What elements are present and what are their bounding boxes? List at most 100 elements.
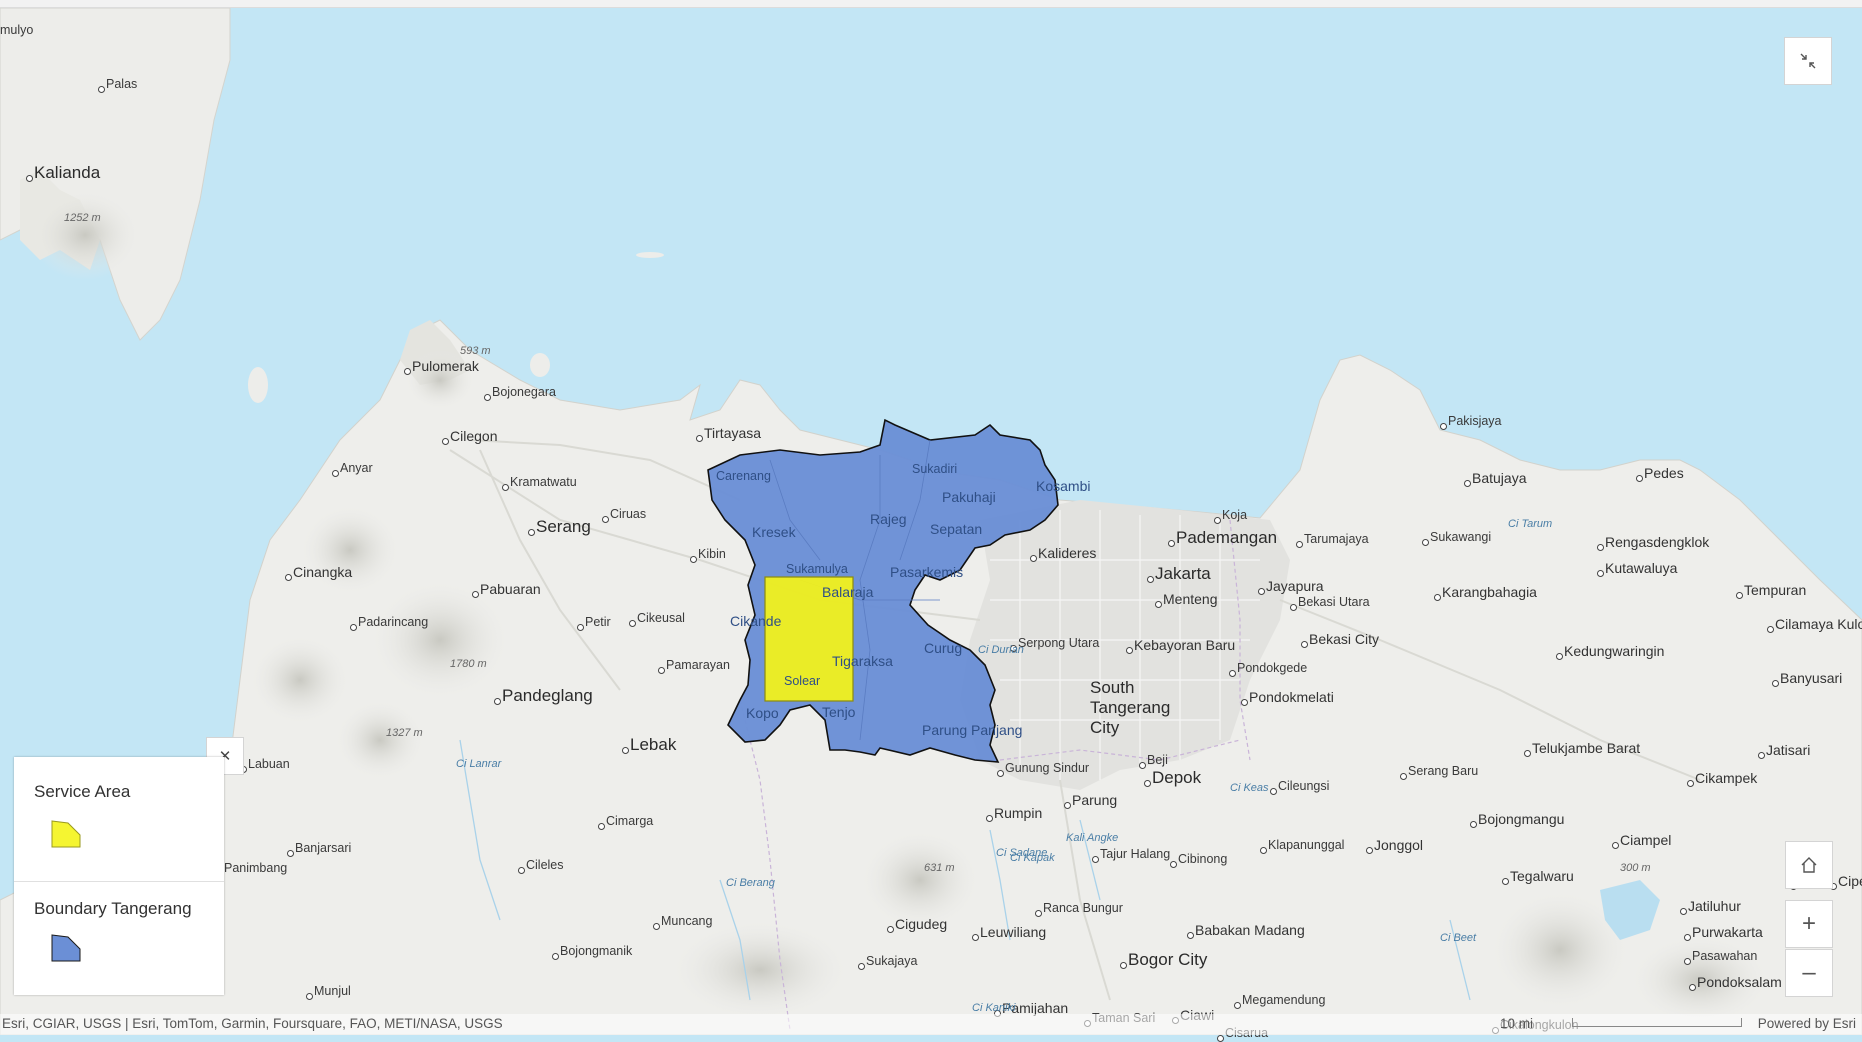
place-label: Cikande xyxy=(730,613,782,629)
place-marker xyxy=(26,175,33,182)
place-marker xyxy=(1767,626,1774,633)
place-marker xyxy=(404,368,411,375)
place-marker xyxy=(1689,984,1696,991)
place-marker xyxy=(1139,762,1146,769)
place-marker xyxy=(1187,932,1194,939)
place-label: Cigudeg xyxy=(895,916,948,932)
place-marker xyxy=(494,698,501,705)
place-marker xyxy=(629,620,636,627)
place-label: City xyxy=(1090,718,1120,737)
place-marker xyxy=(997,770,1004,777)
place-label: Rajeg xyxy=(870,511,907,527)
exit-fullscreen-button[interactable] xyxy=(1784,37,1832,85)
zoom-in-button[interactable]: + xyxy=(1785,900,1833,948)
place-marker xyxy=(1502,878,1509,885)
elevation-label: 300 m xyxy=(1620,862,1651,874)
place-marker xyxy=(1217,1035,1224,1042)
place-label: Cimarga xyxy=(606,814,654,828)
powered-by-link[interactable]: Powered by Esri xyxy=(1757,1016,1856,1031)
place-marker xyxy=(1147,576,1154,583)
place-label: Pademangan xyxy=(1176,528,1278,547)
place-label: Pasawahan xyxy=(1692,949,1758,963)
place-label: South xyxy=(1090,678,1135,697)
zoom-out-button[interactable]: – xyxy=(1785,949,1833,997)
place-label: Bojongmanik xyxy=(560,944,633,958)
place-label: Ciampel xyxy=(1620,832,1672,848)
place-marker xyxy=(1758,752,1765,759)
place-marker xyxy=(986,815,993,822)
place-label: Jakarta xyxy=(1155,564,1211,583)
place-label: Bekasi City xyxy=(1309,631,1380,647)
place-label: Curug xyxy=(924,640,963,656)
place-label: Pandeglang xyxy=(502,686,593,705)
home-button[interactable] xyxy=(1785,841,1833,889)
exit-fullscreen-icon xyxy=(1800,53,1816,69)
place-label: Muncang xyxy=(661,914,713,928)
place-marker xyxy=(1301,641,1308,648)
place-marker xyxy=(350,624,357,631)
river-label: Ci Durian xyxy=(978,644,1024,656)
place-label: Tempuran xyxy=(1744,582,1807,598)
service-area-swatch-icon xyxy=(51,820,81,848)
place-marker xyxy=(287,850,294,857)
elevation-label: 1252 m xyxy=(64,212,101,224)
place-marker xyxy=(1296,541,1303,548)
place-marker xyxy=(1612,842,1619,849)
legend-title-boundary: Boundary Tangerang xyxy=(34,899,192,918)
place-marker xyxy=(1270,788,1277,795)
place-marker xyxy=(1684,934,1691,941)
place-marker xyxy=(1260,847,1267,854)
river-label: Ci Lanrar xyxy=(456,758,502,770)
place-label: Tarumajaya xyxy=(1304,532,1369,546)
place-label: Kedungwaringin xyxy=(1564,643,1665,659)
place-label: Kutawaluya xyxy=(1605,560,1678,576)
place-label: Munjul xyxy=(314,984,351,998)
place-label: Telukjambe Barat xyxy=(1532,740,1641,756)
place-marker xyxy=(887,926,894,933)
place-label: Kebayoran Baru xyxy=(1134,637,1236,653)
place-label: Menteng xyxy=(1163,591,1218,607)
place-label: Karangbahagia xyxy=(1442,584,1537,600)
place-marker xyxy=(1126,647,1133,654)
place-label: Jatisari xyxy=(1766,742,1811,758)
place-marker xyxy=(442,438,449,445)
river-label: Ci Kapak xyxy=(1010,852,1055,864)
place-label: Petir xyxy=(585,615,611,629)
place-marker xyxy=(1470,821,1477,828)
place-label: Banyusari xyxy=(1780,670,1843,686)
place-label: Tigaraksa xyxy=(832,653,893,669)
place-label: Beji xyxy=(1147,753,1168,767)
place-marker xyxy=(1234,1002,1241,1009)
place-marker xyxy=(1524,750,1531,757)
place-marker xyxy=(690,556,697,563)
legend-panel: Service Area Boundary Tangerang xyxy=(14,757,224,995)
place-marker xyxy=(1170,861,1177,868)
place-label: Serpong Utara xyxy=(1018,636,1100,650)
place-label: Pasarkemis xyxy=(890,564,964,580)
place-label: Pondokmelati xyxy=(1249,689,1334,705)
place-marker xyxy=(518,867,525,874)
elevation-label: 631 m xyxy=(924,862,955,874)
place-label: Depok xyxy=(1152,768,1202,787)
place-label: Bojonegara xyxy=(492,385,556,399)
place-marker xyxy=(1035,910,1042,917)
place-label: Pakuhaji xyxy=(942,489,996,505)
place-marker xyxy=(1030,555,1037,562)
place-label: Kopo xyxy=(746,705,779,721)
place-label: Rengasdengklok xyxy=(1605,534,1710,550)
place-label: Kramatwatu xyxy=(510,475,577,489)
place-label: Carenang xyxy=(716,469,771,483)
place-marker xyxy=(1010,645,1017,652)
place-marker xyxy=(598,823,605,830)
place-label: Klapanunggal xyxy=(1268,838,1345,852)
place-marker xyxy=(1400,773,1407,780)
place-label: Parung xyxy=(1072,792,1118,808)
place-label: Cileungsi xyxy=(1278,779,1330,793)
place-marker xyxy=(1636,475,1643,482)
place-marker xyxy=(1597,570,1604,577)
place-label: Jonggol xyxy=(1374,837,1424,853)
attribution-bar: Esri, CGIAR, USGS | Esri, TomTom, Garmin… xyxy=(0,1014,1862,1035)
place-marker xyxy=(1687,780,1694,787)
place-marker xyxy=(1422,539,1429,546)
